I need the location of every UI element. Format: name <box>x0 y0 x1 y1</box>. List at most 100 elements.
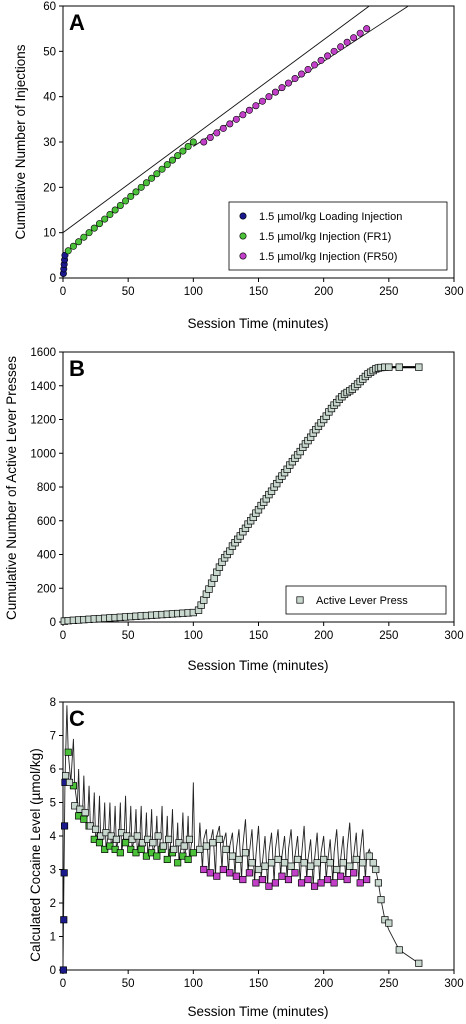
data-point-active-lever-press <box>395 946 403 954</box>
data-point-1-5-mol-kg-injection-fr1 <box>64 748 72 756</box>
data-point-active-lever-press <box>281 859 289 867</box>
y-tick-label: 6 <box>50 764 56 776</box>
data-point-1-5-mol-kg-injection-fr50 <box>213 872 221 880</box>
data-point-1-5-mol-kg-injection-fr1 <box>174 859 182 867</box>
data-point-1-5-mol-kg-injection-fr50 <box>317 879 325 887</box>
y-tick-label: 400 <box>37 550 56 562</box>
data-point-active-lever-press <box>274 855 282 864</box>
data-point-1-5-mol-kg-injection-fr1 <box>184 143 192 151</box>
panel-a: A Session Time (minutes) Cumulative Numb… <box>13 1 464 331</box>
data-point-1-5-mol-kg-injection-fr50 <box>258 97 266 105</box>
data-point-active-lever-press <box>228 852 236 860</box>
x-tick-label: 100 <box>184 630 203 642</box>
data-point-active-lever-press <box>369 859 377 867</box>
data-point-active-lever-press <box>112 835 120 843</box>
x-tick-label: 250 <box>379 286 398 298</box>
data-point-1-5-mol-kg-injection-fr1 <box>75 238 83 246</box>
data-point-1-5-mol-kg-injection-fr50 <box>356 29 364 37</box>
data-point-1-5-mol-kg-injection-fr50 <box>252 879 260 887</box>
data-point-1-5-mol-kg-injection-fr50 <box>219 124 227 132</box>
data-point-1-5-mol-kg-injection-fr50 <box>284 79 292 87</box>
data-point-1-5-mol-kg-injection-fr50 <box>363 25 371 33</box>
data-point-active-lever-press <box>359 859 367 867</box>
data-point-active-lever-press <box>267 859 276 867</box>
x-tick-label: 200 <box>314 630 333 642</box>
x-tick-label: 300 <box>444 286 463 298</box>
data-point-1-5-mol-kg-injection-fr50 <box>363 875 371 884</box>
data-point-1-5-mol-kg-injection-fr50 <box>265 93 273 101</box>
data-point-1-5-mol-kg-injection-fr1 <box>179 147 187 155</box>
data-point-active-lever-press <box>133 832 141 840</box>
x-tick-label: 50 <box>122 286 135 298</box>
data-point-1-5-mol-kg-injection-fr1 <box>153 852 161 860</box>
y-tick-label: 2 <box>50 898 56 910</box>
data-point-active-lever-press <box>374 879 382 887</box>
panel-a-label: A <box>69 10 85 35</box>
y-tick-label: 1000 <box>30 448 56 460</box>
data-point-1-5-mol-kg-injection-fr50 <box>206 133 214 141</box>
data-point-1-5-mol-kg-injection-fr50 <box>324 875 332 884</box>
data-point-1-5-mol-kg-injection-fr50 <box>213 129 221 137</box>
y-tick-label: 8 <box>50 697 56 709</box>
data-point-1-5-mol-kg-injection-fr1 <box>132 188 140 196</box>
data-point-1-5-mol-kg-injection-fr1 <box>85 229 93 237</box>
plot-frame <box>62 351 455 623</box>
x-tick-label: 0 <box>60 630 66 642</box>
data-point-1-5-mol-kg-injection-fr50 <box>310 882 319 890</box>
data-point-1-5-mol-kg-injection-fr1 <box>111 206 119 214</box>
x-tick-label: 150 <box>249 630 268 642</box>
data-point-active-lever-press <box>294 855 302 864</box>
data-point-1-5-mol-kg-injection-fr1 <box>101 215 109 223</box>
data-point-1-5-mol-kg-injection-fr1 <box>148 174 156 182</box>
y-tick-label: 30 <box>43 137 56 149</box>
data-point-active-lever-press <box>180 842 188 850</box>
data-point-active-lever-press <box>307 862 315 870</box>
data-point-active-lever-press <box>415 959 423 967</box>
data-point-1-5-mol-kg-injection-fr1 <box>153 170 161 178</box>
data-point-1-5-mol-kg-injection-fr50 <box>239 111 247 119</box>
data-point-1-5-mol-kg-injection-fr50 <box>337 43 345 51</box>
data-point-1-5-mol-kg-injection-fr50 <box>245 869 253 877</box>
data-point-1-5-mol-kg-injection-fr1 <box>90 224 98 232</box>
data-point-active-lever-press <box>248 859 256 867</box>
data-point-1-5-mol-kg-injection-fr1 <box>127 192 135 200</box>
panel-a-xlabel: Session Time (minutes) <box>187 316 328 331</box>
data-point-active-lever-press <box>235 855 243 864</box>
data-point-1-5-mol-kg-injection-fr1 <box>163 161 171 169</box>
data-point-active-lever-press <box>241 849 250 857</box>
data-point-1-5-mol-kg-injection-fr50 <box>330 47 338 55</box>
x-tick-label: 250 <box>379 978 398 990</box>
data-point-1-5-mol-kg-injection-fr50 <box>271 88 279 96</box>
data-point-active-lever-press <box>202 842 210 850</box>
data-point-active-lever-press <box>372 865 380 874</box>
legend-label: Active Lever Press <box>316 595 408 607</box>
data-point-1-5-mol-kg-injection-fr50 <box>304 875 312 884</box>
data-point-active-lever-press <box>333 865 341 874</box>
legend-swatch <box>296 596 304 604</box>
data-point-active-lever-press <box>215 835 223 843</box>
x-tick-label: 150 <box>249 286 268 298</box>
legend-swatch <box>239 232 247 240</box>
x-tick-label: 50 <box>122 630 135 642</box>
panel-c: C Session Time (minutes) Calculated Coca… <box>28 697 464 1019</box>
data-point-1-5-mol-kg-injection-fr50 <box>350 869 358 877</box>
data-point-active-lever-press <box>170 845 178 853</box>
x-tick-label: 200 <box>314 286 333 298</box>
data-point-1-5-mol-kg-injection-fr50 <box>239 875 247 884</box>
data-point-1-5-mol-kg-loading-injection <box>59 966 67 974</box>
data-point-1-5-mol-kg-injection-fr50 <box>226 869 234 877</box>
x-tick-label: 300 <box>444 630 463 642</box>
y-tick-label: 5 <box>50 798 56 810</box>
data-point-1-5-mol-kg-injection-fr1 <box>142 179 150 187</box>
data-point-1-5-mol-kg-injection-fr50 <box>317 56 325 64</box>
data-point-1-5-mol-kg-loading-injection <box>61 822 69 830</box>
y-tick-label: 1200 <box>30 415 56 427</box>
data-point-1-5-mol-kg-injection-fr1 <box>137 845 145 853</box>
data-point-1-5-mol-kg-injection-fr1 <box>168 156 176 164</box>
data-point-active-lever-press <box>149 839 157 847</box>
y-tick-label: 60 <box>43 1 56 13</box>
data-point-1-5-mol-kg-injection-fr50 <box>232 872 240 880</box>
x-tick-label: 50 <box>122 978 135 990</box>
data-point-1-5-mol-kg-injection-fr50 <box>298 70 306 78</box>
data-point-active-lever-press <box>320 855 328 864</box>
